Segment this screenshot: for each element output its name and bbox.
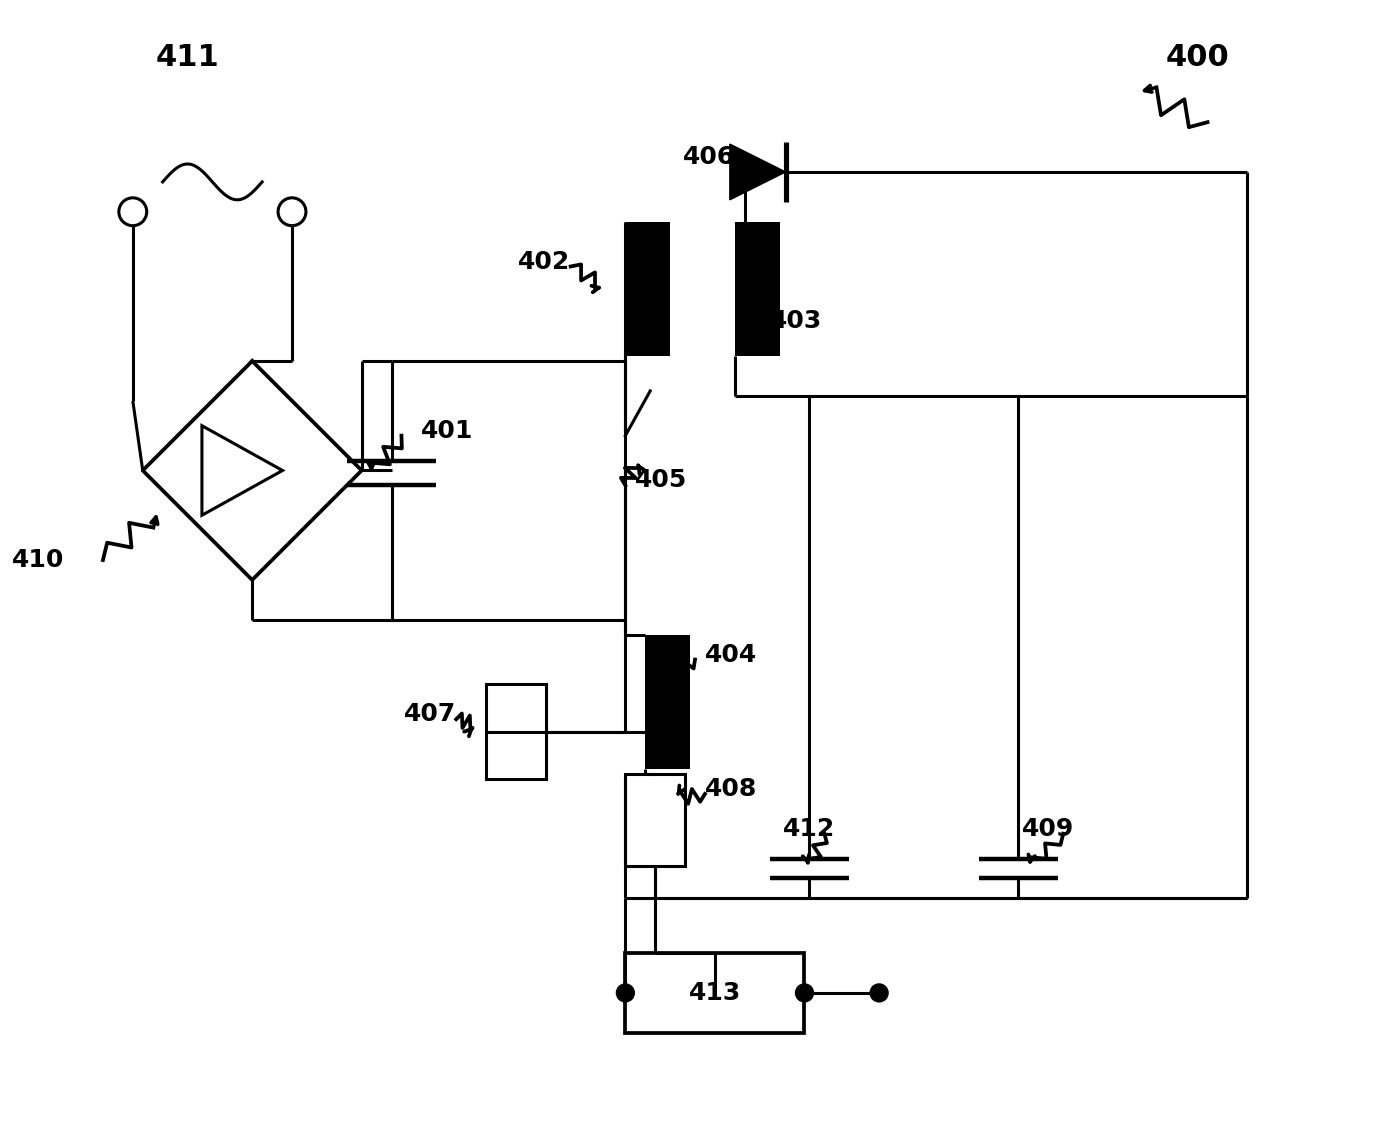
Bar bbox=[487, 684, 545, 779]
Circle shape bbox=[617, 984, 635, 1002]
Circle shape bbox=[658, 745, 677, 763]
Text: 400: 400 bbox=[1166, 43, 1229, 72]
Text: 401: 401 bbox=[421, 419, 474, 443]
Polygon shape bbox=[730, 144, 786, 200]
Circle shape bbox=[639, 332, 657, 350]
Bar bbox=[646, 635, 691, 769]
Text: 412: 412 bbox=[783, 817, 836, 841]
Bar bbox=[735, 222, 780, 356]
Circle shape bbox=[740, 233, 758, 251]
Text: 405: 405 bbox=[635, 468, 688, 492]
Bar bbox=[625, 774, 685, 866]
Text: 407: 407 bbox=[404, 702, 456, 726]
Text: 411: 411 bbox=[155, 43, 219, 72]
Text: 404: 404 bbox=[705, 643, 758, 667]
Text: 402: 402 bbox=[519, 250, 570, 274]
Bar bbox=[625, 222, 670, 356]
Text: 410: 410 bbox=[13, 548, 64, 573]
Text: 403: 403 bbox=[770, 309, 822, 333]
Text: 408: 408 bbox=[705, 777, 758, 801]
Circle shape bbox=[795, 984, 814, 1002]
Text: 406: 406 bbox=[682, 145, 735, 169]
Circle shape bbox=[870, 984, 888, 1002]
Bar bbox=[625, 953, 804, 1033]
Text: 413: 413 bbox=[689, 980, 741, 1005]
Text: 409: 409 bbox=[1022, 817, 1075, 841]
